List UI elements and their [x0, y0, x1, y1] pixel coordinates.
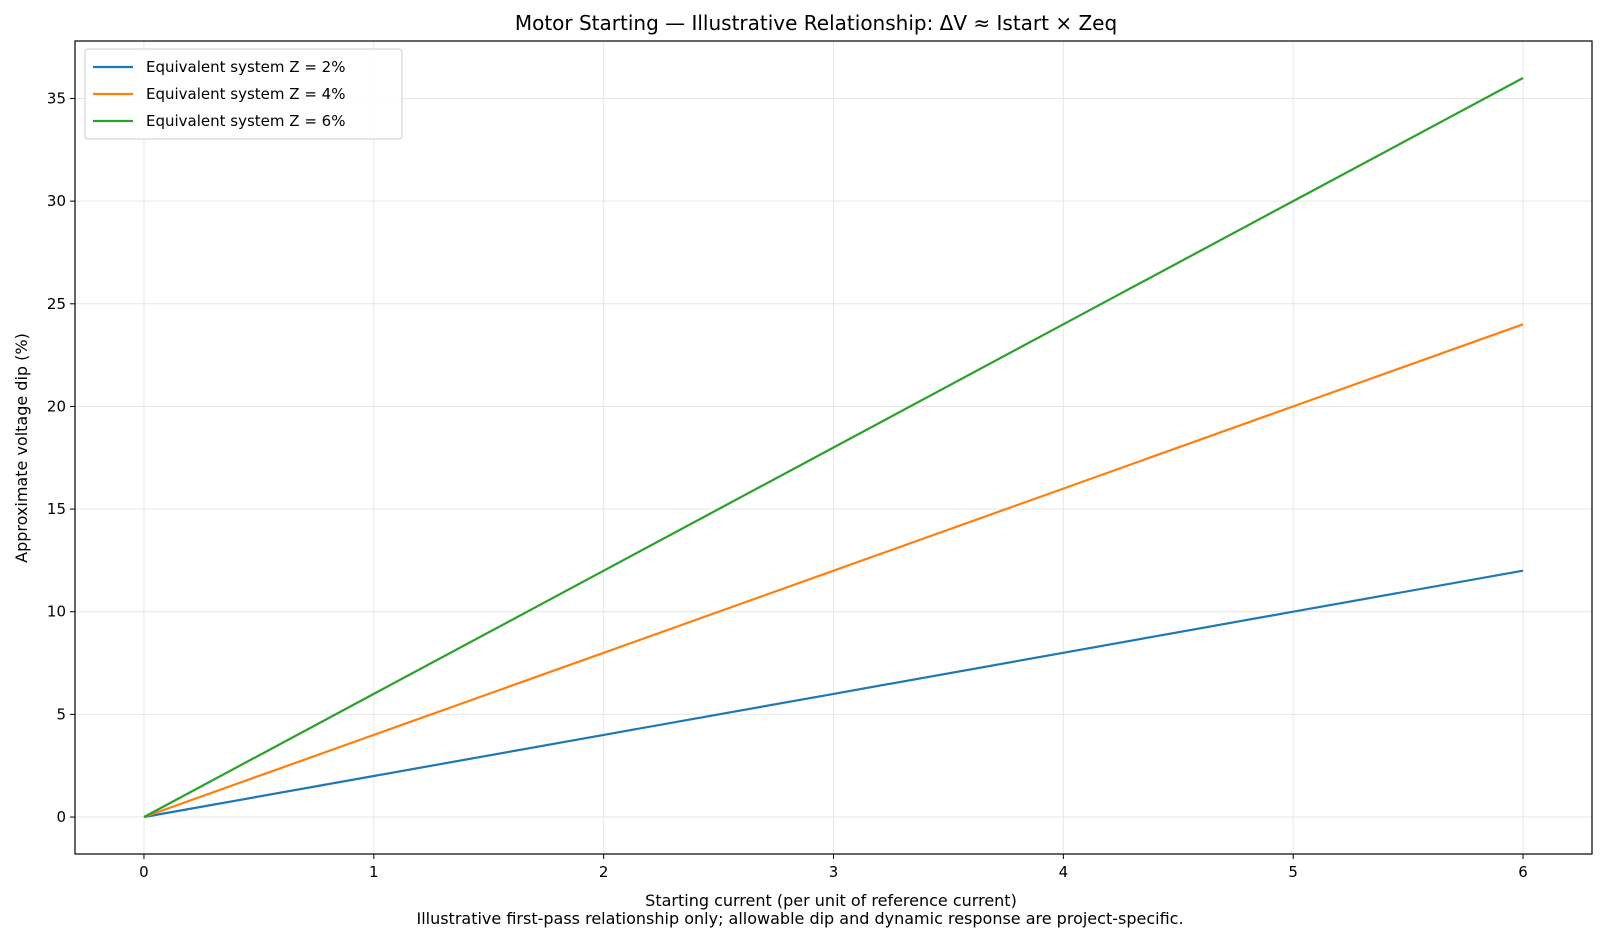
chart-title: Motor Starting — Illustrative Relationsh… — [515, 11, 1117, 35]
x-tick-label: 3 — [829, 863, 839, 881]
y-tick-label: 5 — [56, 705, 66, 723]
series-lines — [143, 77, 1524, 819]
ticks: 0 1 2 3 4 5 6 0 5 10 15 20 25 30 35 — [47, 89, 1528, 881]
y-tick-label: 30 — [47, 192, 66, 210]
y-axis-label: Approximate voltage dip (%) — [12, 333, 31, 563]
y-tick-label: 25 — [47, 295, 66, 313]
y-tick-label: 15 — [47, 500, 66, 518]
series-line — [143, 569, 1524, 819]
y-tick-label: 20 — [47, 397, 66, 415]
legend-box — [84, 48, 403, 140]
legend-label: Equivalent system Z = 6% — [146, 112, 345, 130]
x-tick-label: 5 — [1288, 863, 1298, 881]
y-tick-label: 0 — [56, 808, 66, 826]
series-line — [143, 323, 1524, 819]
x-tick-label: 6 — [1518, 863, 1528, 881]
x-axis-label: Starting current (per unit of reference … — [645, 891, 1017, 910]
legend: Equivalent system Z = 2% Equivalent syste… — [84, 48, 403, 140]
x-tick-label: 0 — [139, 863, 149, 881]
x-tick-label: 4 — [1059, 863, 1069, 881]
y-tick-label: 35 — [47, 89, 66, 107]
footnote: Illustrative first-pass relationship onl… — [416, 909, 1183, 928]
legend-label: Equivalent system Z = 4% — [146, 85, 345, 103]
series-line — [143, 77, 1524, 818]
x-tick-label: 2 — [599, 863, 609, 881]
grid — [75, 41, 1592, 854]
x-tick-label: 1 — [369, 863, 379, 881]
legend-label: Equivalent system Z = 2% — [146, 58, 345, 76]
y-tick-label: 10 — [47, 603, 66, 621]
